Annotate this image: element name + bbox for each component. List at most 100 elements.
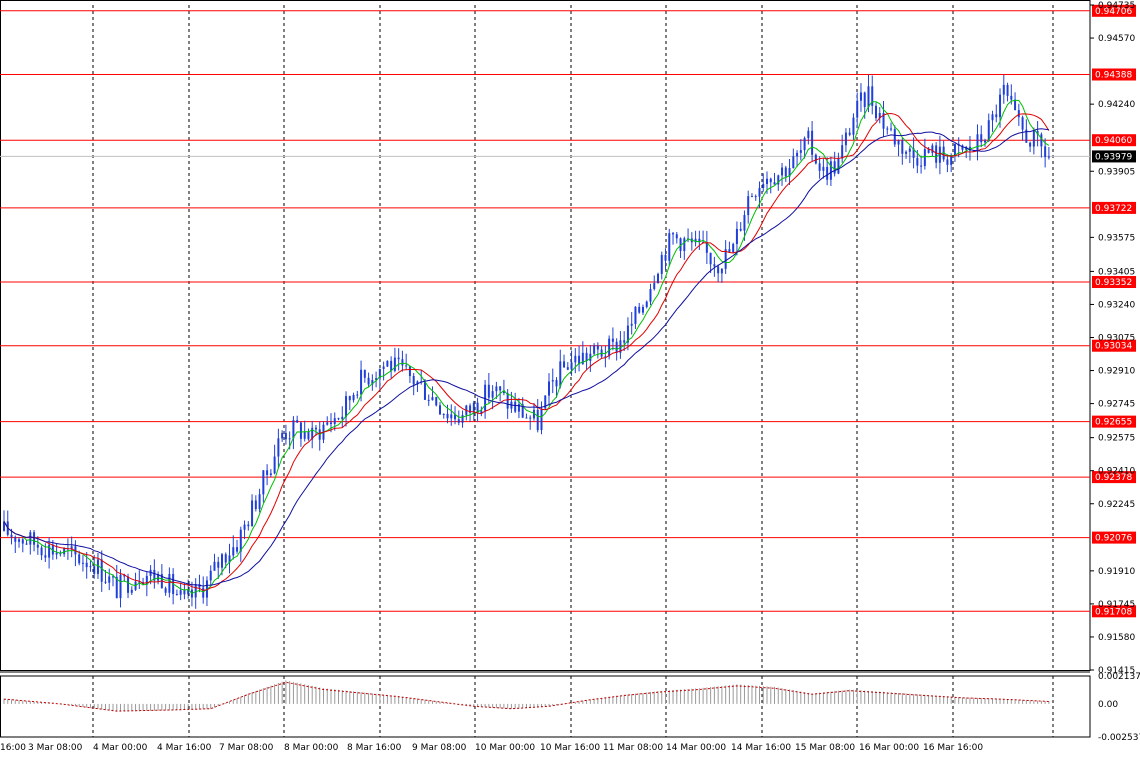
candle-body [931, 145, 934, 153]
y-tick-label: 0.92745 [1098, 400, 1135, 410]
candle-body [236, 547, 239, 552]
candle-body [743, 215, 746, 231]
candle-body [818, 163, 821, 171]
y-tick-label: 0.93240 [1098, 300, 1135, 310]
horizontal-levels[interactable]: 0.94706 0.94388 0.94060 0.93722 0.93352 0.930… [0, 4, 1136, 618]
candle-body [698, 238, 701, 243]
candle-body [386, 360, 389, 367]
ma-mid-line [3, 112, 1050, 591]
level-label-box [1092, 4, 1136, 17]
candle-body [333, 418, 336, 424]
candle-body [540, 408, 543, 431]
candle-body [70, 546, 73, 549]
indicator-tick-label: -0.002537 [1098, 733, 1140, 743]
candle-body [14, 536, 17, 542]
candle-body [908, 148, 911, 152]
candle-body [89, 566, 92, 568]
candle-body [525, 417, 528, 419]
level-label-box [1092, 415, 1136, 428]
candle-body [683, 238, 686, 251]
candle-body [848, 132, 851, 135]
candle-body [330, 422, 332, 424]
candle-body [224, 554, 227, 563]
candle-body [739, 228, 742, 231]
price-axis: 0.94735 0.94570 0.94240 0.93905 0.93575 0.934… [1090, 1, 1135, 676]
candle-body [536, 409, 539, 431]
x-tick-label: 3 Mar 08:00 [28, 743, 83, 753]
candle-body [254, 500, 257, 510]
candle-body [360, 369, 363, 395]
candle-body [299, 422, 302, 439]
y-tick-label: 0.91580 [1098, 633, 1135, 643]
candle-body [679, 238, 682, 251]
candle-body [495, 386, 498, 392]
candle-body [439, 405, 441, 415]
candle-body [258, 494, 261, 510]
candle-body [145, 575, 148, 585]
level-label-box [1092, 201, 1136, 214]
candle-body [221, 554, 223, 568]
candle-body [796, 152, 799, 157]
candle-body [1021, 117, 1024, 130]
candle-body [935, 145, 938, 163]
indicator-pane-frame [0, 675, 1091, 738]
candle-body [427, 399, 430, 401]
candle-body [559, 361, 562, 387]
candle-body [281, 432, 284, 439]
candle-body [728, 249, 731, 253]
candle-body [638, 306, 641, 313]
x-tick-label: 8 Mar 16:00 [347, 743, 402, 753]
candle-body [401, 359, 404, 366]
candle-body [799, 150, 802, 153]
candle-body [961, 145, 964, 150]
candle-body [754, 196, 757, 198]
candle-body [153, 569, 156, 581]
candle-body [735, 228, 738, 244]
candle-body [412, 375, 415, 385]
candles-layer [3, 74, 1050, 609]
candle-body [717, 266, 720, 274]
candle-body [882, 112, 885, 129]
candle-body [228, 555, 231, 563]
candle-body [995, 114, 998, 118]
candle-body [953, 143, 956, 156]
candle-body [243, 524, 246, 530]
level-label: 0.92378 [1095, 473, 1132, 483]
candle-body [307, 431, 310, 440]
candle-body [183, 590, 186, 595]
candle-body [611, 338, 614, 342]
x-tick-label: 4 Mar 00:00 [93, 743, 148, 753]
candle-body [566, 367, 569, 370]
candle-body [837, 158, 840, 174]
x-tick-label: 11 Mar 08:00 [603, 743, 663, 753]
candle-body [1025, 129, 1028, 143]
candle-body [867, 86, 870, 108]
indicator-tick-label: 0.00 [1098, 700, 1118, 710]
candle-body [341, 416, 344, 420]
candle-body [912, 148, 915, 158]
candle-body [1014, 99, 1017, 111]
candle-body [273, 456, 276, 474]
candle-body [901, 140, 904, 154]
candle-body [641, 307, 644, 313]
candle-body [239, 529, 242, 552]
y-tick-label: 0.93905 [1098, 167, 1135, 177]
candle-body [194, 584, 197, 598]
candle-body [886, 128, 889, 130]
candle-body [423, 382, 426, 400]
y-tick-label: 0.94240 [1098, 100, 1135, 110]
candle-body [548, 381, 550, 396]
candle-body [916, 157, 919, 166]
candle-body [198, 584, 201, 588]
candle-body [581, 352, 584, 364]
candle-body [311, 427, 314, 440]
candle-body [1032, 131, 1035, 147]
candle-body [382, 366, 385, 369]
y-tick-label: 0.94570 [1098, 34, 1135, 44]
candle-body [660, 254, 663, 274]
candle-body [672, 233, 675, 235]
x-tick-label: 10 Mar 00:00 [475, 743, 535, 753]
level-label-box [1092, 605, 1136, 618]
